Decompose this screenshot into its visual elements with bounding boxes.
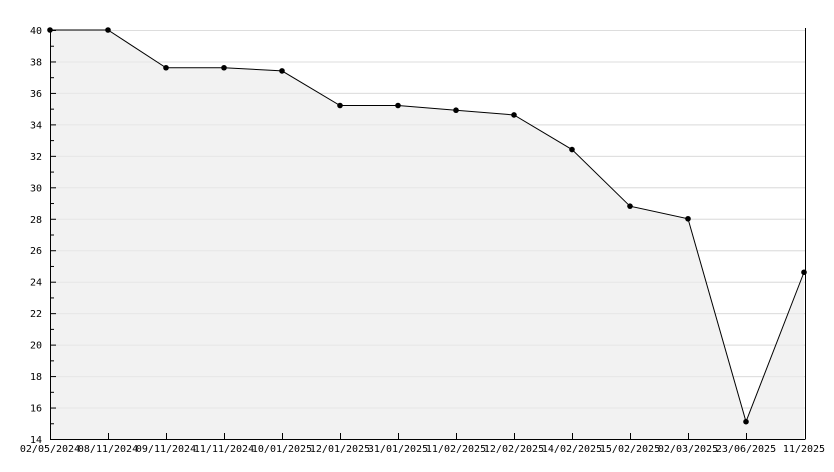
x-tick-label: 23/06/2025	[716, 444, 776, 455]
y-tick-label: 36	[30, 89, 42, 100]
y-tick-label: 18	[30, 372, 42, 383]
data-point	[163, 64, 169, 71]
x-tick-label: 02/03/2025	[658, 444, 718, 455]
data-point	[221, 64, 227, 71]
data-point	[569, 146, 575, 153]
x-tick-label: 11/2025	[783, 444, 825, 455]
y-tick-label: 30	[30, 183, 42, 194]
y-tick-label: 38	[30, 57, 42, 68]
y-tick-label: 26	[30, 246, 42, 257]
y-tick-label: 24	[30, 278, 42, 289]
data-point	[395, 102, 401, 109]
data-point	[105, 27, 111, 33]
x-tick-label: 02/05/2024	[20, 444, 80, 455]
data-point	[685, 215, 691, 222]
y-tick-label: 14	[30, 435, 42, 446]
y-tick-label: 20	[30, 341, 42, 352]
data-point	[627, 203, 633, 209]
area-fill	[50, 30, 804, 439]
data-point	[511, 112, 517, 118]
x-tick-label: 14/02/2025	[542, 444, 602, 455]
x-tick-label: 15/02/2025	[600, 444, 660, 455]
data-point	[337, 102, 343, 109]
x-tick-label: 12/01/2025	[310, 444, 370, 455]
y-tick-label: 32	[30, 152, 42, 163]
data-point	[453, 107, 459, 114]
x-tick-label: 11/11/2024	[194, 444, 254, 455]
y-tick-label: 28	[30, 215, 42, 226]
y-tick-label: 16	[30, 404, 42, 415]
data-point	[279, 68, 285, 74]
x-tick-label: 12/02/2025	[484, 444, 544, 455]
x-tick-label: 10/01/2025	[252, 444, 312, 455]
x-tick-label: 08/11/2024	[78, 444, 138, 455]
y-tick-label: 40	[30, 26, 42, 37]
series-line	[50, 29, 805, 424]
x-tick-label: 11/02/2025	[426, 444, 486, 455]
x-tick-label: 09/11/2024	[136, 444, 196, 455]
y-tick-label: 34	[30, 120, 42, 131]
x-tick-label: 31/01/2025	[368, 444, 428, 455]
data-point	[743, 418, 749, 425]
y-tick-label: 22	[30, 309, 42, 320]
